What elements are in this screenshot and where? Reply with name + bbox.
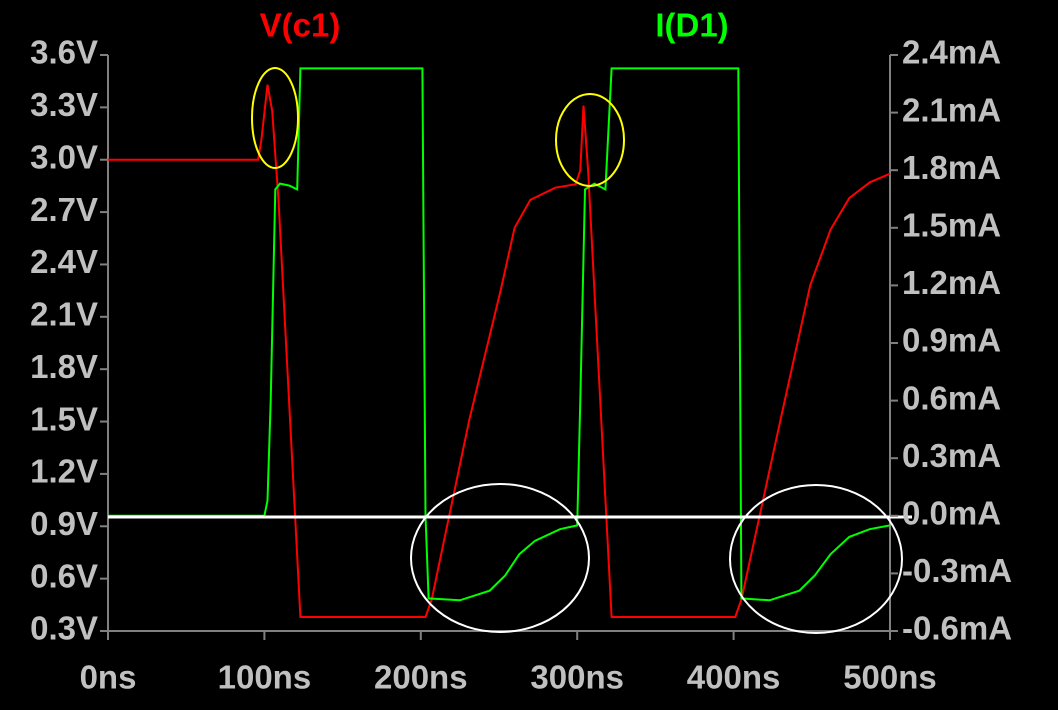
y2-tick-label: 1.2mA [902,264,1001,301]
y2-tick-label: 2.1mA [902,91,1001,128]
y2-tick-label: 0.0mA [902,495,1001,532]
y2-tick-label: 1.8mA [902,149,1001,186]
y-tick-label: 3.3V [30,86,98,123]
highlight-ellipse [729,484,903,634]
y-tick-label: 3.6V [30,34,98,71]
annotations [108,67,912,634]
y-tick-label: 1.5V [30,400,98,437]
y-tick-label: 1.2V [30,453,98,490]
y-tick-label: 2.4V [30,243,98,280]
y-tick-label: 2.1V [30,296,98,333]
y2-tick-label: 1.5mA [902,207,1001,244]
y-tick-label: 0.9V [30,505,98,542]
y-tick-label: 0.3V [30,610,98,647]
y-tick-label: 1.8V [30,348,98,385]
x-tick-label: 100ns [218,659,312,696]
x-tick-label: 200ns [374,659,468,696]
x-tick-label: 300ns [530,659,624,696]
y2-tick-label: -0.6mA [902,610,1012,647]
series-line [108,84,891,618]
y2-tick-label: 0.9mA [902,322,1001,359]
highlight-ellipse [251,67,299,169]
y-tick-label: 3.0V [30,138,98,175]
y2-tick-label: 0.6mA [902,379,1001,416]
y2-tick-label: -0.3mA [902,552,1012,589]
highlight-ellipse [410,483,590,633]
x-tick-label: 500ns [843,659,937,696]
legend-entry: V(c1) [260,7,341,44]
x-tick-label: 400ns [687,659,781,696]
y2-tick-label: 2.4mA [902,34,1001,71]
highlight-ellipse [555,93,625,187]
x-tick-label: 0ns [80,659,137,696]
legend-entry: I(D1) [655,7,728,44]
traces [108,67,891,618]
series-line [108,67,891,602]
y-tick-label: 0.6V [30,557,98,594]
y2-tick-label: 0.3mA [902,437,1001,474]
y-tick-label: 2.7V [30,191,98,228]
